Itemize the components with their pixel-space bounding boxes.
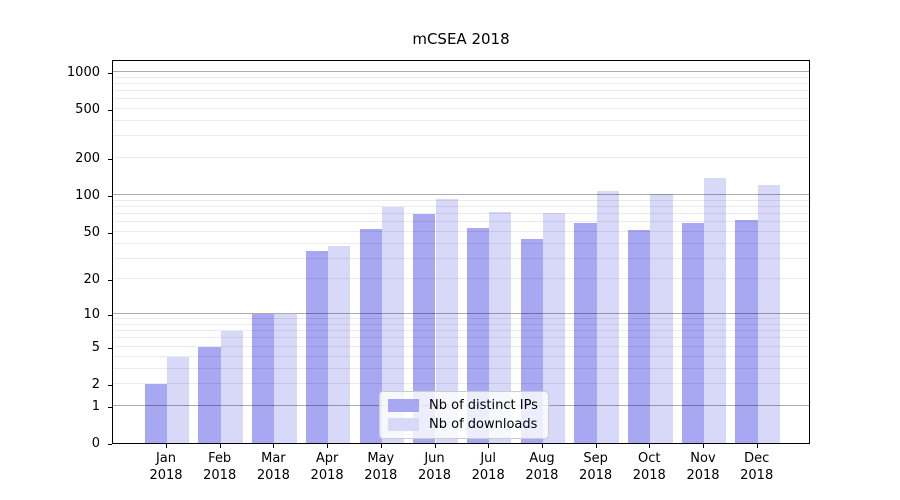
legend-swatch-distinct-ips [388, 399, 419, 412]
bar-downloads-apr [328, 246, 351, 443]
y-axis-tick [108, 196, 112, 197]
x-axis-label: Sep 2018 [579, 451, 613, 483]
legend-swatch-downloads [388, 418, 419, 431]
bar-downloads-oct [650, 194, 673, 443]
x-axis-tick [327, 444, 329, 448]
bar-downloads-mar [274, 314, 297, 443]
x-axis-tick [595, 444, 597, 448]
y-axis-label: 500 [75, 102, 100, 117]
y-axis-tick [108, 110, 112, 111]
bar-downloads-feb [220, 331, 243, 443]
bar-distinct-ips-apr [305, 250, 329, 443]
legend-label-downloads: Nb of downloads [429, 417, 538, 432]
minor-gridline [113, 120, 809, 122]
legend-label-distinct-ips: Nb of distinct IPs [429, 398, 538, 413]
x-axis-label: Jan 2018 [149, 451, 183, 483]
minor-gridline [113, 76, 809, 78]
x-axis-label: May 2018 [364, 451, 398, 483]
bar-downloads-aug [542, 212, 566, 443]
bar-distinct-ips-nov [681, 223, 704, 443]
y-axis-label: 1000 [66, 65, 100, 80]
x-axis-label: Mar 2018 [256, 451, 290, 483]
y-axis-tick [108, 407, 112, 408]
bar-downloads-may [381, 206, 405, 443]
y-axis-tick [108, 315, 112, 316]
x-axis-label: Dec 2018 [740, 451, 774, 483]
minor-gridline [113, 98, 809, 100]
x-axis-tick [273, 444, 275, 448]
bar-distinct-ips-sep [574, 223, 597, 443]
y-axis-label: 200 [75, 151, 100, 166]
y-axis-label: 50 [83, 225, 100, 240]
bar-distinct-ips-dec [735, 220, 758, 443]
minor-gridline [113, 90, 809, 92]
x-axis-tick [166, 444, 167, 448]
y-axis-label: 0 [91, 436, 100, 451]
x-axis-tick [219, 444, 221, 448]
bar-downloads-nov [704, 178, 727, 443]
x-axis-label: Aug 2018 [525, 451, 559, 483]
major-gridline [113, 70, 809, 72]
legend-item-distinct-ips: Nb of distinct IPs [388, 398, 538, 413]
bar-downloads-sep [596, 191, 619, 443]
bar-distinct-ips-jul [466, 227, 490, 443]
y-axis-tick [108, 233, 112, 234]
x-axis-tick [756, 444, 758, 448]
x-axis-label: Nov 2018 [686, 451, 720, 483]
x-axis-label: Feb 2018 [203, 451, 237, 483]
x-axis-label: Jul 2018 [471, 451, 505, 483]
bar-distinct-ips-may [359, 228, 382, 443]
x-axis-tick [703, 444, 704, 448]
y-axis-label: 20 [83, 272, 100, 287]
x-axis-label: Apr 2018 [310, 451, 344, 483]
bar-distinct-ips-jan [144, 383, 167, 443]
y-axis-label: 10 [83, 307, 100, 322]
y-axis-tick [108, 73, 112, 74]
minor-gridline [113, 135, 809, 137]
bar-downloads-jul [489, 211, 512, 443]
bar-distinct-ips-mar [252, 314, 275, 443]
x-axis-tick [380, 444, 382, 448]
y-axis-tick [108, 444, 112, 445]
legend-item-downloads: Nb of downloads [388, 417, 538, 432]
y-axis-tick [108, 280, 112, 281]
chart-title: mCSEA 2018 [412, 30, 510, 48]
x-axis-tick [541, 444, 543, 448]
y-axis-tick [108, 159, 112, 160]
x-axis-label: Jun 2018 [417, 451, 452, 483]
minor-gridline [113, 82, 809, 84]
x-axis-tick [434, 444, 436, 448]
y-axis-label: 5 [91, 340, 100, 355]
bar-distinct-ips-feb [198, 346, 221, 443]
bar-downloads-jan [167, 356, 190, 443]
bar-downloads-jun [435, 198, 458, 443]
x-axis-tick [488, 444, 490, 448]
legend: Nb of distinct IPs Nb of downloads [379, 391, 549, 439]
plot-area [112, 60, 810, 444]
y-axis-tick [108, 385, 112, 386]
y-axis-label: 100 [75, 188, 100, 203]
bar-downloads-dec [757, 185, 780, 443]
y-axis-label: 1 [91, 399, 100, 414]
bar-distinct-ips-jun [413, 214, 436, 443]
x-axis-tick [649, 444, 651, 448]
y-axis-label: 2 [91, 377, 100, 392]
y-axis-tick [108, 348, 112, 349]
minor-gridline [113, 157, 809, 159]
bar-distinct-ips-oct [628, 229, 651, 443]
x-axis-label: Oct 2018 [632, 451, 666, 483]
minor-gridline [113, 108, 809, 110]
